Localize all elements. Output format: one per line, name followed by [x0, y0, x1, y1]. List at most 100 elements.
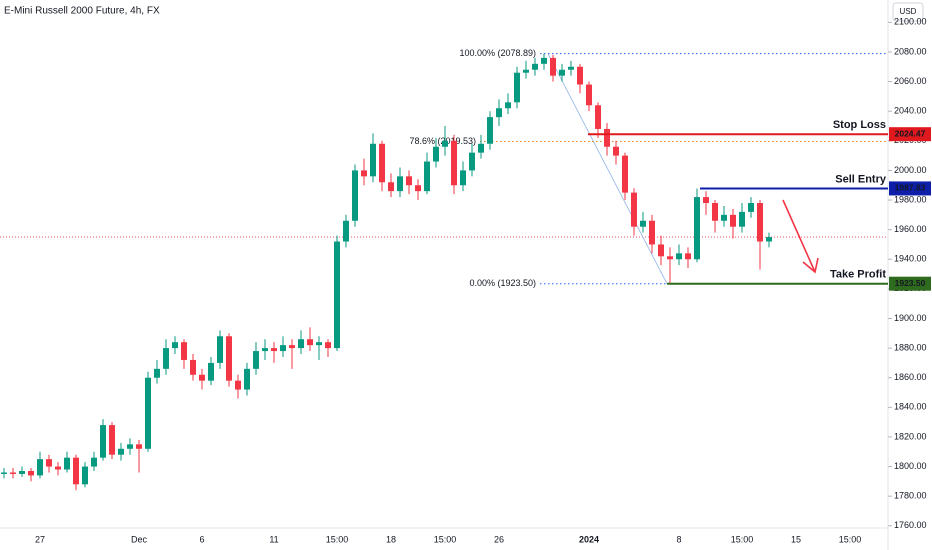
candle-body — [154, 368, 160, 378]
candle-body — [424, 161, 430, 192]
candle-body — [379, 143, 385, 183]
level-tag — [889, 276, 931, 291]
candle-body — [496, 108, 502, 118]
candle-body — [730, 214, 736, 227]
x-tick-label: 15:00 — [326, 534, 349, 544]
candle-body — [586, 84, 592, 106]
x-tick-label: 8 — [676, 534, 681, 544]
currency[interactable]: USD — [900, 7, 917, 16]
candle-body — [289, 345, 295, 349]
chart-title: E-Mini Russell 2000 Future, 4h, FX — [4, 6, 160, 17]
candle-body — [172, 342, 178, 349]
candle-body — [244, 368, 250, 390]
candle-body — [307, 339, 313, 346]
candle-body — [685, 253, 691, 260]
candle-body — [19, 470, 25, 474]
level-name: Take Profit — [830, 269, 886, 281]
y-tick-label: 2000.00 — [894, 165, 927, 175]
level-name: Sell Entry — [835, 173, 887, 185]
level-value: 2024.47 — [895, 128, 926, 138]
candle-body — [694, 197, 700, 260]
y-tick-label: 1980.00 — [894, 194, 927, 204]
candle-body — [298, 339, 304, 349]
fib-label: 0.00% (1923.50) — [469, 278, 536, 288]
candle-body — [721, 214, 727, 221]
y-tick-label: 1780.00 — [894, 491, 927, 501]
y-tick-label: 1800.00 — [894, 461, 927, 471]
candle-body — [532, 63, 538, 70]
x-tick-label: Dec — [131, 534, 148, 544]
candle-body — [361, 170, 367, 177]
x-tick-label: 11 — [269, 534, 278, 544]
candle-body — [541, 57, 547, 64]
candle-body — [703, 197, 709, 203]
y-tick-label: 1860.00 — [894, 372, 927, 382]
x-tick-label: 18 — [386, 534, 396, 544]
candle-body — [352, 170, 358, 221]
candle-body — [334, 241, 340, 349]
y-tick-label: 1960.00 — [894, 224, 927, 234]
candle-body — [109, 425, 115, 455]
candle-body — [190, 359, 196, 375]
level-name: Stop Loss — [833, 119, 886, 131]
level-tag — [889, 181, 931, 196]
candle-body — [163, 348, 169, 369]
x-tick-label: 6 — [199, 534, 204, 544]
candle-body — [235, 380, 241, 390]
candle-body — [100, 425, 106, 458]
candle-body — [46, 459, 52, 467]
x-tick-label: 26 — [494, 534, 504, 544]
candle-body — [199, 374, 205, 381]
candle-body — [550, 57, 556, 76]
candle-body — [145, 377, 151, 449]
y-tick-label: 1840.00 — [894, 402, 927, 412]
candle-body — [136, 444, 142, 449]
candle-body — [271, 348, 277, 352]
y-tick-label: 1820.00 — [894, 431, 927, 441]
candle-body — [460, 170, 466, 186]
fib-label: 100.00% (2078.89) — [459, 48, 536, 58]
level-value: 1987.83 — [895, 183, 926, 193]
candle-body — [406, 176, 412, 186]
y-tick-label: 1760.00 — [894, 520, 927, 530]
arrow — [782, 199, 819, 274]
candle-body — [640, 220, 646, 227]
x-tick-label: 2024 — [579, 534, 599, 544]
candle-body — [55, 466, 61, 470]
candle-body — [523, 69, 529, 73]
candle-body — [613, 146, 619, 156]
y-tick-label: 2040.00 — [894, 106, 927, 116]
y-tick-label: 1940.00 — [894, 254, 927, 264]
candle-body — [37, 459, 43, 476]
candle-body — [478, 143, 484, 153]
candle-body — [631, 192, 637, 227]
candle-body — [415, 185, 421, 192]
candle-body — [370, 143, 376, 177]
level-tag — [889, 127, 931, 142]
candle-body — [28, 470, 34, 476]
candle-body — [568, 66, 574, 70]
candle-body — [442, 140, 448, 147]
candle-body — [667, 256, 673, 260]
candle-body — [676, 253, 682, 260]
candle-body — [226, 336, 232, 381]
candle-body — [577, 66, 583, 85]
candle-body — [451, 140, 457, 186]
x-tick-label: 15:00 — [839, 534, 862, 544]
y-tick-label: 1880.00 — [894, 342, 927, 352]
candle-body — [82, 466, 88, 485]
candle-body — [514, 72, 520, 103]
plot: 100.00% (2078.89)78.6% (2019.53)0.00% (1… — [0, 48, 888, 491]
currency-box[interactable] — [892, 2, 924, 22]
candle-body — [10, 472, 16, 474]
candle-body — [487, 117, 493, 144]
candle-body — [649, 220, 655, 245]
candle-body — [559, 69, 565, 76]
y-tick-label: 1900.00 — [894, 313, 927, 323]
x-tick-label: 15:00 — [434, 534, 457, 544]
candle-body — [766, 237, 772, 242]
candle-body — [388, 182, 394, 192]
candle-body — [253, 351, 259, 369]
level-value: 1923.50 — [895, 278, 926, 288]
